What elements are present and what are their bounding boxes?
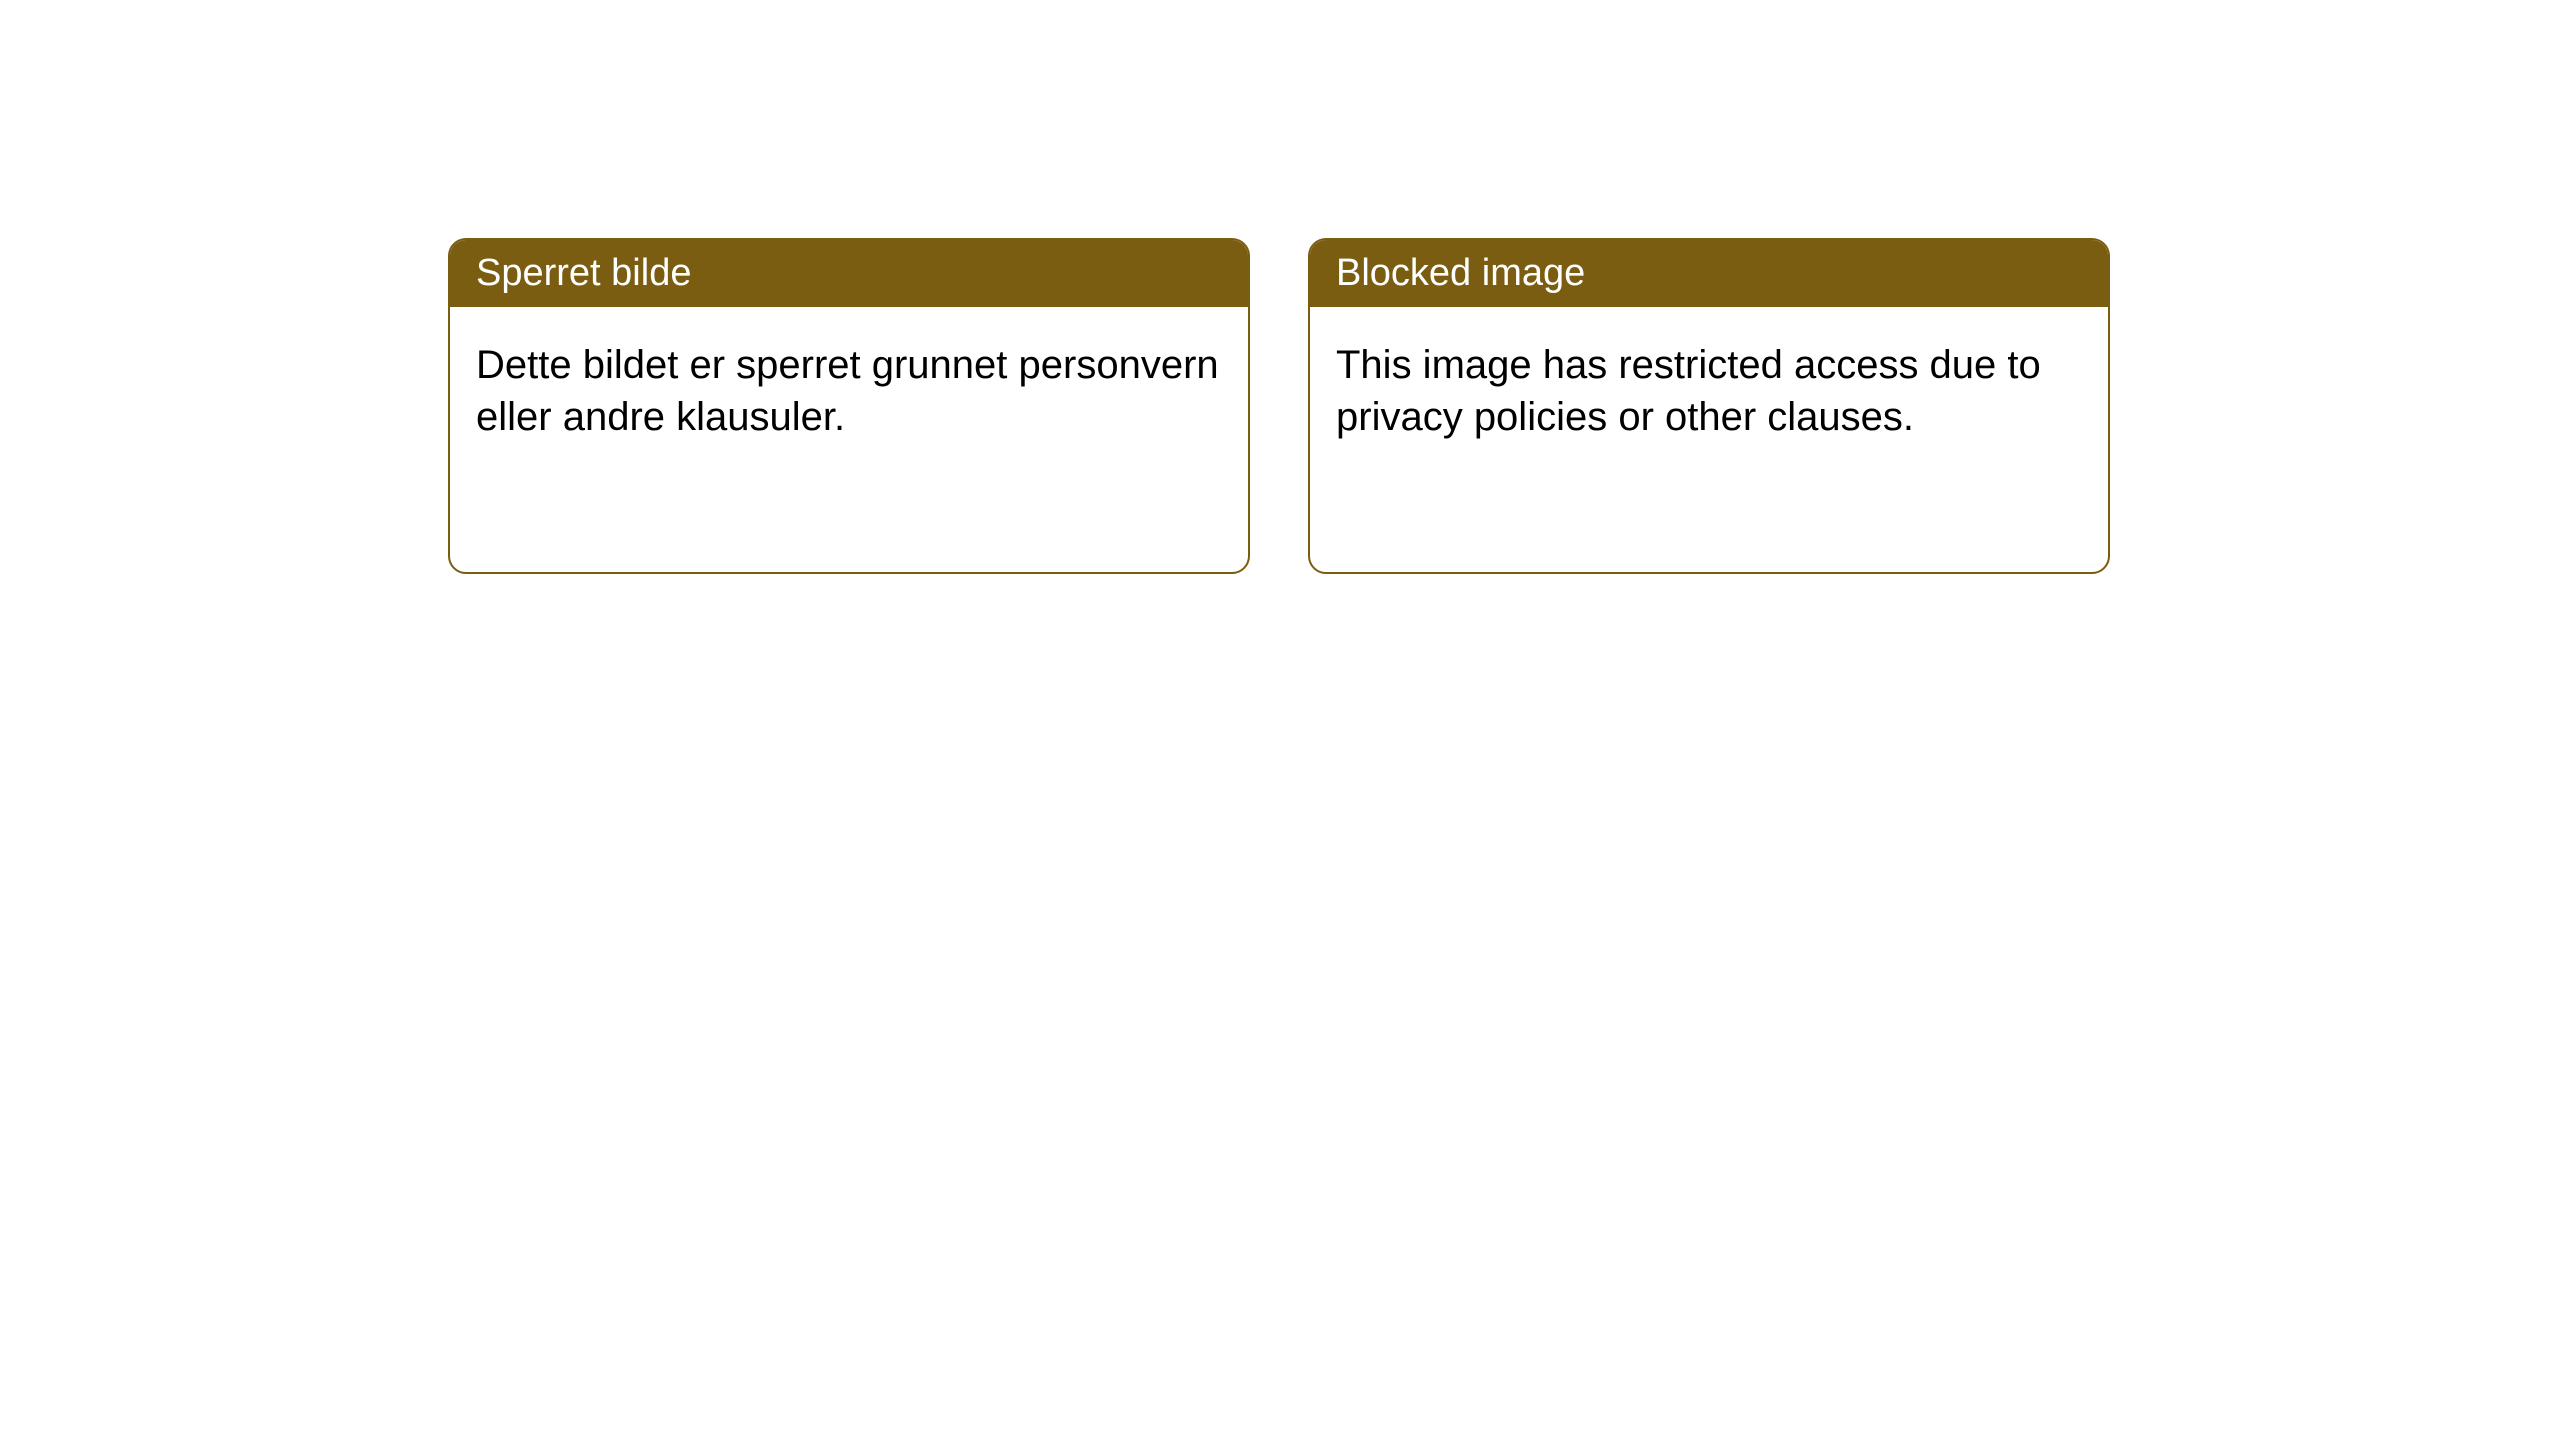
card-body-text: This image has restricted access due to … [1336,343,2041,439]
card-body: This image has restricted access due to … [1310,307,2108,475]
blocked-image-card-norwegian: Sperret bilde Dette bildet er sperret gr… [448,238,1250,574]
card-body-text: Dette bildet er sperret grunnet personve… [476,343,1219,439]
blocked-image-card-english: Blocked image This image has restricted … [1308,238,2110,574]
card-header: Blocked image [1310,240,2108,307]
card-header: Sperret bilde [450,240,1248,307]
card-header-text: Blocked image [1336,252,1585,294]
blocked-image-cards: Sperret bilde Dette bildet er sperret gr… [448,238,2110,574]
card-header-text: Sperret bilde [476,252,691,294]
card-body: Dette bildet er sperret grunnet personve… [450,307,1248,475]
